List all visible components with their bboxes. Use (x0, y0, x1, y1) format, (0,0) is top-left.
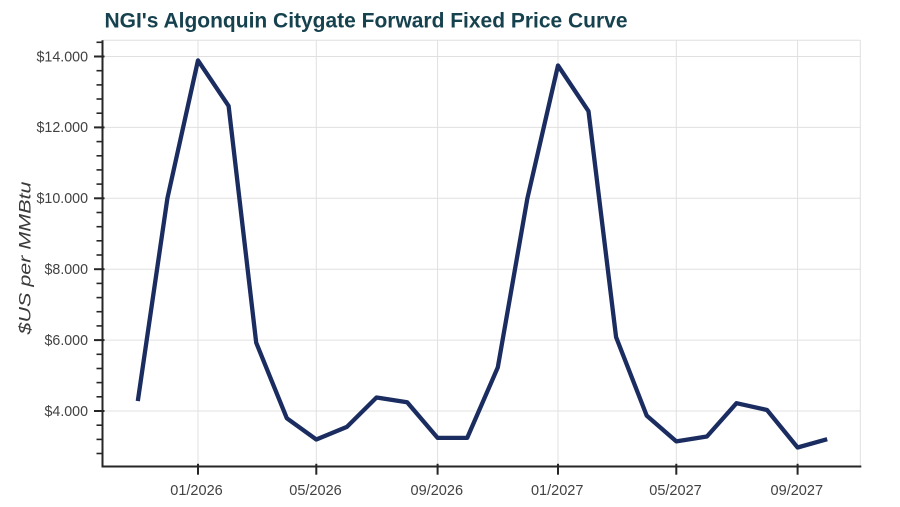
svg-text:05/2027: 05/2027 (649, 482, 702, 499)
svg-text:09/2026: 09/2026 (411, 482, 464, 499)
svg-text:09/2027: 09/2027 (771, 482, 824, 499)
svg-text:NGI's Algonquin Citygate Forwa: NGI's Algonquin Citygate Forward Fixed P… (105, 9, 628, 32)
svg-text:$12.000: $12.000 (37, 119, 89, 136)
svg-text:$10.000: $10.000 (37, 190, 89, 207)
svg-text:01/2026: 01/2026 (170, 482, 223, 499)
svg-text:05/2026: 05/2026 (289, 482, 342, 499)
svg-text:$4.000: $4.000 (45, 403, 89, 420)
svg-text:$6.000: $6.000 (45, 332, 89, 349)
svg-text:$8.000: $8.000 (45, 261, 89, 278)
svg-text:$US per MMBtu: $US per MMBtu (16, 181, 35, 336)
svg-text:$14.000: $14.000 (37, 48, 89, 65)
svg-text:01/2027: 01/2027 (531, 482, 584, 499)
